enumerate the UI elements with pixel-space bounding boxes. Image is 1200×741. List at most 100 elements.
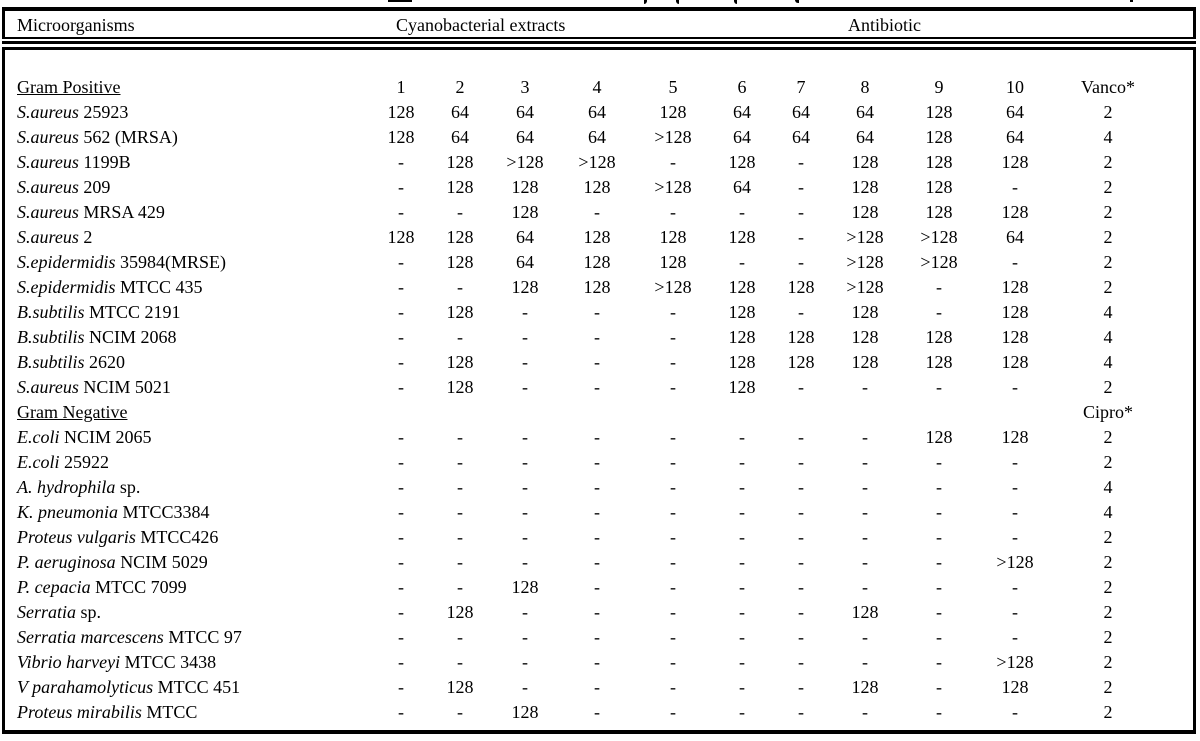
antibiotic-mic-value: 2 [1103, 627, 1113, 647]
extract-column-number: 10 [1006, 77, 1024, 97]
extract-column-number: 1 [396, 77, 406, 97]
mic-value: - [1012, 527, 1018, 547]
mic-value: - [670, 502, 676, 522]
mic-value: - [457, 502, 463, 522]
mic-value: 128 [446, 302, 474, 322]
table-row: B.subtilis 2620 - 128 - - - 128 128 128 128 128 4 [5, 350, 1193, 375]
antibiotic-mic-value: 4 [1103, 352, 1113, 372]
extract-column-number: 7 [796, 77, 806, 97]
mic-value: - [798, 377, 804, 397]
extract-column-number [491, 400, 559, 425]
table-row: K. pneumonia MTCC3384 - - - - - - - - - - 4 [5, 500, 1193, 525]
antibiotic-mic-value: 2 [1103, 152, 1113, 172]
organism-name-cell: S.aureus 562 (MRSA) [5, 125, 373, 150]
organism-strain: MTCC 451 [157, 677, 241, 697]
organism-strain: NCIM 5029 [120, 552, 208, 572]
organism-name: K. pneumonia [17, 502, 118, 522]
mic-value: - [862, 627, 868, 647]
mic-value: - [398, 577, 404, 597]
extract-column-number: 3 [520, 77, 530, 97]
organism-name: S.aureus [17, 202, 79, 222]
mic-value: 128 [446, 602, 474, 622]
organism-name: S.aureus [17, 102, 79, 122]
mic-value: - [457, 477, 463, 497]
mic-value: - [594, 652, 600, 672]
mic-value: - [862, 577, 868, 597]
mic-value: - [798, 427, 804, 447]
organism-name-cell: Proteus vulgaris MTCC426 [5, 525, 373, 550]
mic-value: 128 [728, 277, 756, 297]
mic-value: - [594, 327, 600, 347]
mic-value: 128 [851, 152, 879, 172]
mic-value: - [594, 577, 600, 597]
mic-value: - [670, 452, 676, 472]
organism-strain: 2 [83, 227, 93, 247]
mic-value: - [670, 552, 676, 572]
column-group-antibiotic: Antibiotic [848, 15, 921, 35]
mic-value: - [457, 577, 463, 597]
mic-value: - [798, 177, 804, 197]
organism-name: Proteus vulgaris [17, 527, 136, 547]
mic-value: - [739, 652, 745, 672]
mic-value: - [398, 302, 404, 322]
mic-value: - [798, 252, 804, 272]
mic-value: 128 [659, 102, 687, 122]
mic-value: - [862, 377, 868, 397]
mic-value: - [739, 502, 745, 522]
mic-value: - [670, 577, 676, 597]
mic-value: - [594, 202, 600, 222]
mic-value: - [798, 202, 804, 222]
organism-name-cell: B.subtilis MTCC 2191 [5, 300, 373, 325]
antibiotic-mic-value: 2 [1103, 652, 1113, 672]
mic-value: - [522, 552, 528, 572]
extract-column-number: 8 [860, 77, 870, 97]
section-label-cell: Gram Positive [5, 75, 373, 100]
table-row: P. aeruginosa NCIM 5029 - - - - - - - - - >128 2 [5, 550, 1193, 575]
mic-value: - [522, 427, 528, 447]
organism-name: S.aureus [17, 127, 79, 147]
mic-value: >128 [654, 127, 692, 147]
mic-value: 128 [511, 577, 539, 597]
mic-value: 64 [451, 127, 469, 147]
table-rows: Gram Positive 1 2 3 4 5 6 7 8 9 10 Vanco* S.aureus 2… [5, 75, 1193, 725]
mic-value: 128 [851, 352, 879, 372]
mic-value: - [594, 377, 600, 397]
mic-value: - [798, 502, 804, 522]
organism-name-cell: S.epidermidis 35984(MRSE) [5, 250, 373, 275]
mic-value: - [398, 627, 404, 647]
mic-value: - [398, 277, 404, 297]
mic-value: 64 [792, 127, 810, 147]
organism-name: A. hydrophila [17, 477, 116, 497]
mic-value: - [739, 552, 745, 572]
mic-value: 128 [851, 602, 879, 622]
mic-value: 128 [659, 227, 687, 247]
mic-value: - [594, 427, 600, 447]
organism-strain: MTCC426 [140, 527, 219, 547]
mic-value: - [594, 452, 600, 472]
table-row: S.aureus 2 128 128 64 128 128 128 - >128 >128 64 2 [5, 225, 1193, 250]
mic-value: - [936, 627, 942, 647]
mic-value: - [798, 702, 804, 722]
mic-value: - [670, 377, 676, 397]
mic-value: 64 [516, 102, 534, 122]
mic-value: 128 [1001, 327, 1029, 347]
organism-name: S.aureus [17, 227, 79, 247]
mic-value: 128 [925, 127, 953, 147]
mic-value: - [798, 227, 804, 247]
mic-value: - [1012, 702, 1018, 722]
mic-value: >128 [578, 152, 616, 172]
mic-value: - [1012, 627, 1018, 647]
mic-value: 128 [787, 277, 815, 297]
organism-name-cell: S.aureus 1199B [5, 150, 373, 175]
mic-value: 128 [728, 377, 756, 397]
section-label-cell: Gram Negative [5, 400, 373, 425]
mic-value: 128 [1001, 277, 1029, 297]
mic-value: - [1012, 452, 1018, 472]
mic-value: - [670, 152, 676, 172]
mic-value: - [457, 627, 463, 647]
section-header-row: Gram Positive 1 2 3 4 5 6 7 8 9 10 Vanco* [5, 75, 1193, 100]
extract-column-number [829, 400, 901, 425]
mic-value: - [936, 452, 942, 472]
mic-value: - [398, 677, 404, 697]
